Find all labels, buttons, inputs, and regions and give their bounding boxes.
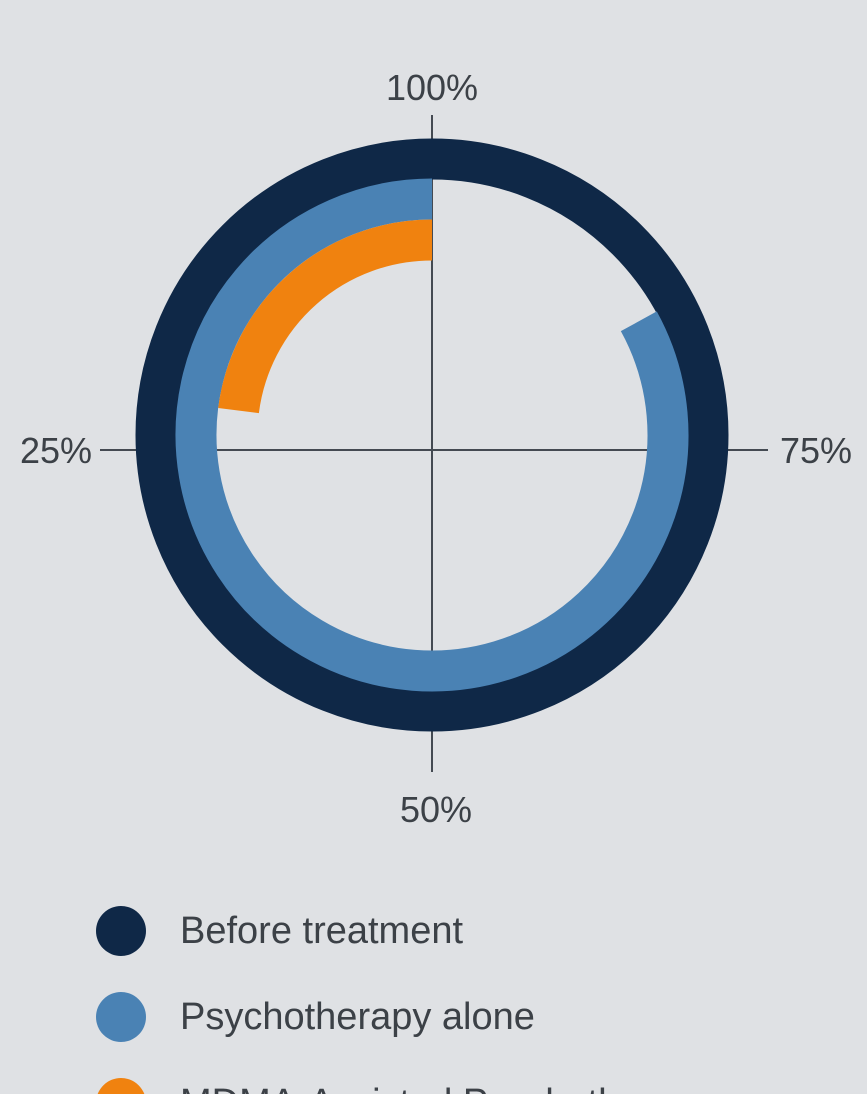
chart-rings bbox=[135, 138, 729, 732]
tick-labels: 100% 25% 75% 50% bbox=[20, 67, 852, 830]
legend-label-mdma-assisted: MDMA-Assisted Psychotherapy bbox=[180, 1082, 714, 1094]
legend-label-psychotherapy-alone: Psychotherapy alone bbox=[180, 995, 535, 1038]
ring-mdma-assisted-psychotherapy bbox=[218, 219, 433, 414]
legend-swatch-before-treatment bbox=[96, 906, 146, 956]
tick-label-100: 100% bbox=[386, 67, 478, 108]
ring-before-treatment bbox=[135, 138, 729, 732]
tick-label-50: 50% bbox=[400, 789, 472, 830]
legend-label-before-treatment: Before treatment bbox=[180, 909, 464, 952]
legend-swatch-psychotherapy-alone bbox=[96, 992, 146, 1042]
legend-swatch-mdma-assisted bbox=[96, 1078, 146, 1094]
chart-legend: Before treatment Psychotherapy alone MDM… bbox=[96, 888, 856, 1094]
tick-label-25: 25% bbox=[20, 430, 92, 471]
ring-psychotherapy-alone bbox=[175, 178, 689, 692]
legend-item-mdma-assisted: MDMA-Assisted Psychotherapy bbox=[96, 1060, 856, 1094]
tick-label-75: 75% bbox=[780, 430, 852, 471]
legend-item-before-treatment: Before treatment bbox=[96, 888, 856, 974]
radial-bar-chart: 100% 25% 75% 50% bbox=[20, 67, 852, 830]
legend-item-psychotherapy-alone: Psychotherapy alone bbox=[96, 974, 856, 1060]
